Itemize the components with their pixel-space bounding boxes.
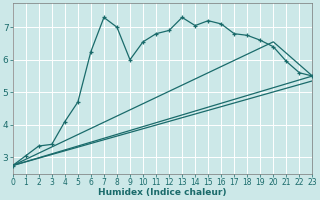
X-axis label: Humidex (Indice chaleur): Humidex (Indice chaleur)	[98, 188, 227, 197]
